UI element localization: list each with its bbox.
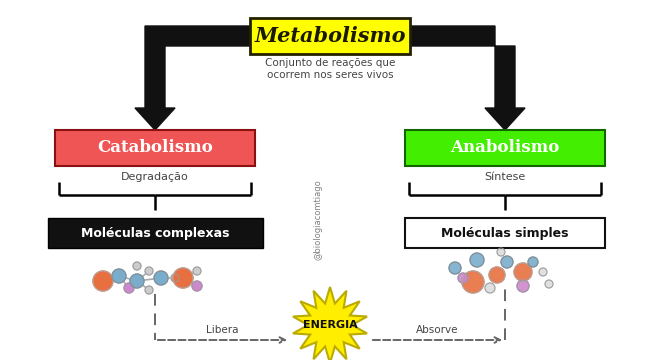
Circle shape <box>133 262 141 270</box>
Text: Degradação: Degradação <box>121 172 189 182</box>
Circle shape <box>497 248 505 256</box>
Circle shape <box>192 281 202 291</box>
Circle shape <box>528 257 538 267</box>
Circle shape <box>112 269 126 283</box>
Circle shape <box>545 280 553 288</box>
Circle shape <box>485 283 495 293</box>
Circle shape <box>130 274 144 288</box>
Text: Libera: Libera <box>206 325 239 335</box>
Circle shape <box>145 286 153 294</box>
Circle shape <box>173 268 193 288</box>
Text: Moléculas complexas: Moléculas complexas <box>81 226 229 239</box>
Circle shape <box>171 274 179 282</box>
Circle shape <box>501 256 513 268</box>
Polygon shape <box>293 287 367 360</box>
Circle shape <box>489 267 505 283</box>
Circle shape <box>462 271 484 293</box>
FancyBboxPatch shape <box>405 130 605 166</box>
FancyBboxPatch shape <box>250 18 410 54</box>
Text: Anabolismo: Anabolismo <box>450 139 560 157</box>
Text: Absorve: Absorve <box>416 325 459 335</box>
Text: ENERGIA: ENERGIA <box>303 320 357 330</box>
Circle shape <box>193 267 201 275</box>
Circle shape <box>449 262 461 274</box>
Text: Conjunto de reações que
ocorrem nos seres vivos: Conjunto de reações que ocorrem nos sere… <box>265 58 395 80</box>
FancyBboxPatch shape <box>405 218 605 248</box>
FancyBboxPatch shape <box>55 130 255 166</box>
Circle shape <box>145 267 153 275</box>
Text: @biologiacomtiago: @biologiacomtiago <box>314 180 323 260</box>
Circle shape <box>517 280 529 292</box>
Circle shape <box>154 271 168 285</box>
Text: Moléculas simples: Moléculas simples <box>442 226 569 239</box>
Circle shape <box>539 268 547 276</box>
Polygon shape <box>135 26 250 130</box>
Circle shape <box>458 273 468 283</box>
Circle shape <box>514 263 532 281</box>
Polygon shape <box>410 26 525 130</box>
Text: Metabolismo: Metabolismo <box>254 26 406 46</box>
Circle shape <box>124 283 134 293</box>
FancyBboxPatch shape <box>48 218 263 248</box>
Text: Síntese: Síntese <box>484 172 525 182</box>
Text: Catabolismo: Catabolismo <box>97 139 213 157</box>
Circle shape <box>93 271 113 291</box>
Circle shape <box>470 253 484 267</box>
